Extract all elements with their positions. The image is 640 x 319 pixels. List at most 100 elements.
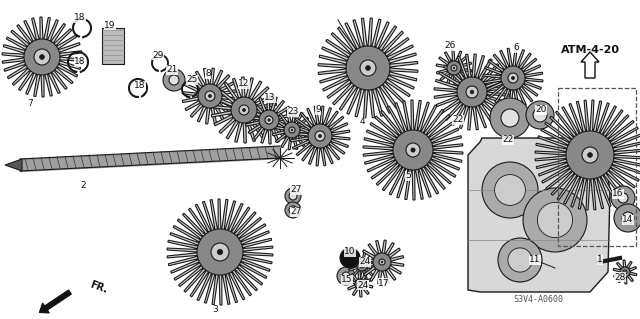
Circle shape: [315, 131, 325, 141]
Circle shape: [508, 248, 532, 272]
Circle shape: [285, 188, 301, 204]
Circle shape: [197, 229, 243, 275]
Circle shape: [379, 259, 385, 265]
Circle shape: [501, 66, 525, 90]
Text: FR.: FR.: [88, 279, 108, 295]
Text: 24: 24: [360, 257, 371, 266]
Polygon shape: [434, 54, 510, 130]
Text: 24: 24: [357, 280, 369, 290]
Text: 13: 13: [264, 93, 276, 102]
Circle shape: [40, 55, 44, 59]
Text: 22: 22: [452, 115, 463, 124]
Circle shape: [523, 188, 587, 252]
Circle shape: [466, 86, 478, 98]
Text: 4: 4: [359, 117, 365, 127]
Circle shape: [163, 69, 185, 91]
Circle shape: [360, 60, 376, 76]
Circle shape: [526, 101, 554, 129]
Text: 16: 16: [612, 189, 624, 198]
Circle shape: [211, 243, 229, 261]
Polygon shape: [182, 68, 238, 124]
Circle shape: [284, 122, 300, 138]
FancyArrow shape: [581, 52, 599, 78]
FancyArrow shape: [39, 290, 72, 313]
Circle shape: [614, 204, 640, 232]
Circle shape: [355, 279, 365, 289]
Text: 28: 28: [614, 272, 626, 281]
Polygon shape: [468, 138, 610, 292]
Circle shape: [618, 193, 628, 203]
Polygon shape: [5, 159, 22, 171]
Circle shape: [622, 212, 634, 224]
Text: 6: 6: [513, 43, 519, 53]
Text: 5: 5: [405, 172, 411, 181]
Text: 29: 29: [152, 50, 164, 60]
Circle shape: [511, 77, 515, 79]
Text: 1: 1: [597, 256, 603, 264]
Circle shape: [319, 135, 321, 137]
Text: 15: 15: [341, 276, 353, 285]
Text: 17: 17: [378, 278, 390, 287]
Text: 21: 21: [166, 65, 178, 75]
Polygon shape: [167, 199, 273, 305]
Circle shape: [308, 124, 332, 148]
Text: 18: 18: [74, 57, 86, 66]
Text: 3: 3: [212, 306, 218, 315]
Text: 27: 27: [291, 186, 301, 195]
Circle shape: [337, 267, 355, 285]
Text: 26: 26: [444, 41, 456, 50]
Circle shape: [289, 206, 297, 214]
Polygon shape: [483, 48, 543, 108]
Text: ATM-4-20: ATM-4-20: [561, 45, 620, 55]
Text: 18: 18: [74, 13, 86, 23]
Circle shape: [457, 77, 487, 107]
Circle shape: [533, 108, 547, 122]
Circle shape: [453, 67, 455, 69]
Circle shape: [451, 65, 457, 71]
Circle shape: [362, 265, 363, 267]
Text: 11: 11: [529, 256, 541, 264]
Circle shape: [566, 131, 614, 179]
Circle shape: [447, 61, 461, 75]
Circle shape: [243, 108, 246, 112]
Circle shape: [268, 119, 270, 121]
Text: 23: 23: [287, 108, 299, 116]
Polygon shape: [2, 17, 82, 97]
Circle shape: [501, 109, 519, 127]
Polygon shape: [436, 50, 472, 86]
Text: 10: 10: [344, 248, 356, 256]
Circle shape: [34, 49, 50, 65]
Text: 19: 19: [104, 20, 116, 29]
Circle shape: [611, 186, 635, 210]
Circle shape: [285, 202, 301, 218]
Polygon shape: [347, 271, 373, 297]
Circle shape: [588, 152, 593, 157]
Text: 18: 18: [134, 81, 146, 91]
Circle shape: [406, 143, 420, 157]
Circle shape: [620, 267, 630, 277]
Circle shape: [198, 84, 222, 108]
Circle shape: [411, 148, 415, 152]
Circle shape: [169, 75, 179, 85]
Circle shape: [365, 66, 371, 70]
Circle shape: [357, 261, 367, 271]
Circle shape: [289, 192, 297, 200]
Circle shape: [625, 271, 626, 273]
Circle shape: [289, 127, 295, 133]
Text: 9: 9: [315, 106, 321, 115]
Polygon shape: [318, 18, 418, 118]
Circle shape: [538, 202, 573, 238]
Circle shape: [623, 270, 627, 274]
Circle shape: [508, 73, 518, 83]
Text: 20: 20: [535, 106, 547, 115]
Text: 2: 2: [80, 182, 86, 190]
Polygon shape: [290, 106, 350, 166]
Circle shape: [209, 94, 211, 98]
Circle shape: [24, 39, 60, 75]
Circle shape: [495, 174, 525, 205]
Circle shape: [360, 264, 364, 268]
Circle shape: [340, 248, 360, 268]
Polygon shape: [360, 240, 404, 284]
Text: 8: 8: [205, 70, 211, 78]
Circle shape: [346, 46, 390, 90]
